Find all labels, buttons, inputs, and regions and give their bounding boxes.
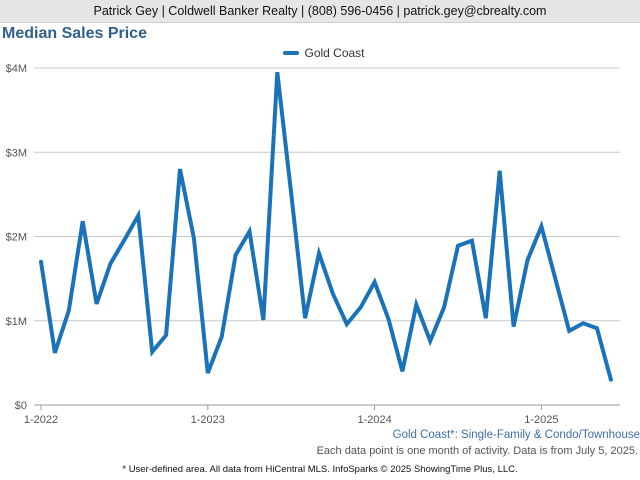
data-point [165, 334, 167, 336]
data-point [346, 323, 348, 325]
y-tick-label: $0 [15, 400, 27, 412]
data-note: Each data point is one month of activity… [316, 445, 638, 457]
data-point [68, 310, 70, 312]
data-point [388, 318, 389, 320]
y-tick-label: $1M [6, 316, 27, 328]
data-point [262, 319, 264, 321]
data-point [249, 230, 250, 232]
x-tick-label: 1-2024 [357, 414, 391, 426]
data-point [401, 370, 403, 372]
x-tick-label: 1-2023 [191, 414, 225, 426]
data-point [360, 306, 362, 308]
data-point [318, 252, 320, 254]
data-point [40, 261, 42, 263]
data-point [96, 303, 98, 305]
data-point [568, 330, 570, 332]
data-point [54, 352, 56, 354]
data-point [179, 168, 181, 170]
data-point [276, 71, 278, 73]
data-point [123, 239, 125, 241]
data-point [151, 351, 153, 353]
data-point [193, 237, 195, 239]
data-point [207, 372, 209, 374]
y-tick-label: $2M [6, 232, 27, 244]
contact-header: Patrick Gey | Coldwell Banker Realty | (… [0, 0, 640, 23]
y-tick-label: $3M [6, 147, 27, 159]
data-point [415, 304, 417, 306]
data-point [443, 306, 445, 308]
data-point [332, 293, 334, 295]
series-line [39, 71, 613, 382]
series-gold-coast [39, 71, 613, 382]
data-point [137, 214, 139, 216]
data-point [429, 340, 431, 342]
data-point [82, 220, 84, 222]
data-point [499, 170, 501, 172]
data-point [110, 263, 111, 264]
data-point [540, 225, 542, 227]
data-point [304, 317, 306, 319]
legend[interactable]: Gold Coast [0, 46, 640, 60]
data-point [221, 336, 223, 338]
data-point [596, 327, 598, 329]
data-point [582, 322, 584, 324]
legend-swatch [283, 51, 300, 55]
data-point [485, 317, 487, 319]
x-tick-label: 1-2025 [524, 414, 558, 426]
data-point [527, 259, 528, 261]
y-tick-label: $4M [6, 63, 27, 75]
data-point [374, 281, 376, 283]
data-point [457, 245, 459, 247]
data-point [610, 379, 612, 381]
data-point [513, 326, 515, 328]
contact-text: Patrick Gey | Coldwell Banker Realty | (… [93, 4, 547, 18]
data-point [554, 278, 556, 280]
data-point [290, 193, 292, 194]
footer-credits: * User-defined area. All data from HiCen… [122, 464, 518, 475]
x-axis: 1-2022 1-2023 1-2024 1-2025 [24, 405, 559, 426]
data-point [471, 240, 473, 242]
chart-title: Median Sales Price [2, 25, 147, 42]
y-axis: $0 $1M $2M $3M $4M [6, 63, 27, 412]
data-point [235, 254, 237, 256]
area-description: Gold Coast*: Single-Family & Condo/Townh… [392, 429, 640, 441]
x-tick-label: 1-2022 [24, 414, 58, 426]
grid-lines [34, 67, 620, 406]
legend-label: Gold Coast [304, 46, 365, 60]
